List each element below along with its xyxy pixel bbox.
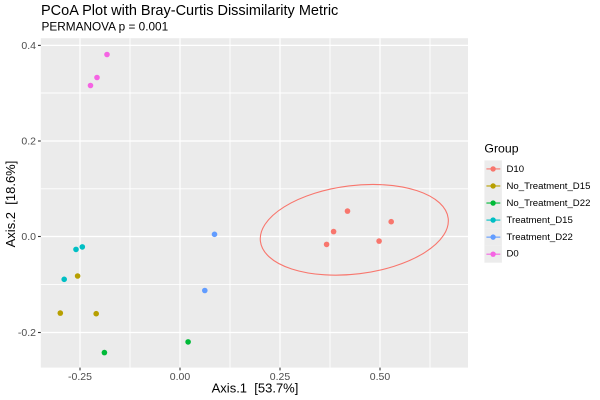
svg-text:No_Treatment_D15: No_Treatment_D15	[507, 181, 591, 192]
svg-text:Treatment_D22: Treatment_D22	[507, 232, 573, 243]
svg-text:0.50: 0.50	[370, 371, 391, 383]
svg-text:Treatment_D15: Treatment_D15	[507, 215, 573, 226]
svg-text:0.25: 0.25	[270, 371, 291, 383]
svg-text:0.4: 0.4	[21, 40, 36, 52]
svg-text:-0.2: -0.2	[18, 327, 36, 339]
svg-text:No_Treatment_D22: No_Treatment_D22	[507, 198, 591, 209]
svg-text:D0: D0	[507, 249, 519, 260]
svg-text:-0.25: -0.25	[68, 371, 92, 383]
svg-text:D10: D10	[507, 164, 525, 175]
svg-text:PERMANOVA p = 0.001: PERMANOVA p = 0.001	[42, 20, 169, 34]
svg-text:0.2: 0.2	[21, 136, 36, 148]
svg-text:0.00: 0.00	[170, 371, 191, 383]
svg-text:Axis.1 [53.7%]: Axis.1 [53.7%]	[212, 381, 299, 396]
svg-text:Group: Group	[484, 142, 518, 156]
svg-text:0.0: 0.0	[21, 231, 36, 243]
svg-text:Axis.2 [18.6%]: Axis.2 [18.6%]	[3, 161, 18, 248]
svg-text:PCoA Plot with Bray-Curtis Dis: PCoA Plot with Bray-Curtis Dissimilarity…	[41, 3, 338, 19]
